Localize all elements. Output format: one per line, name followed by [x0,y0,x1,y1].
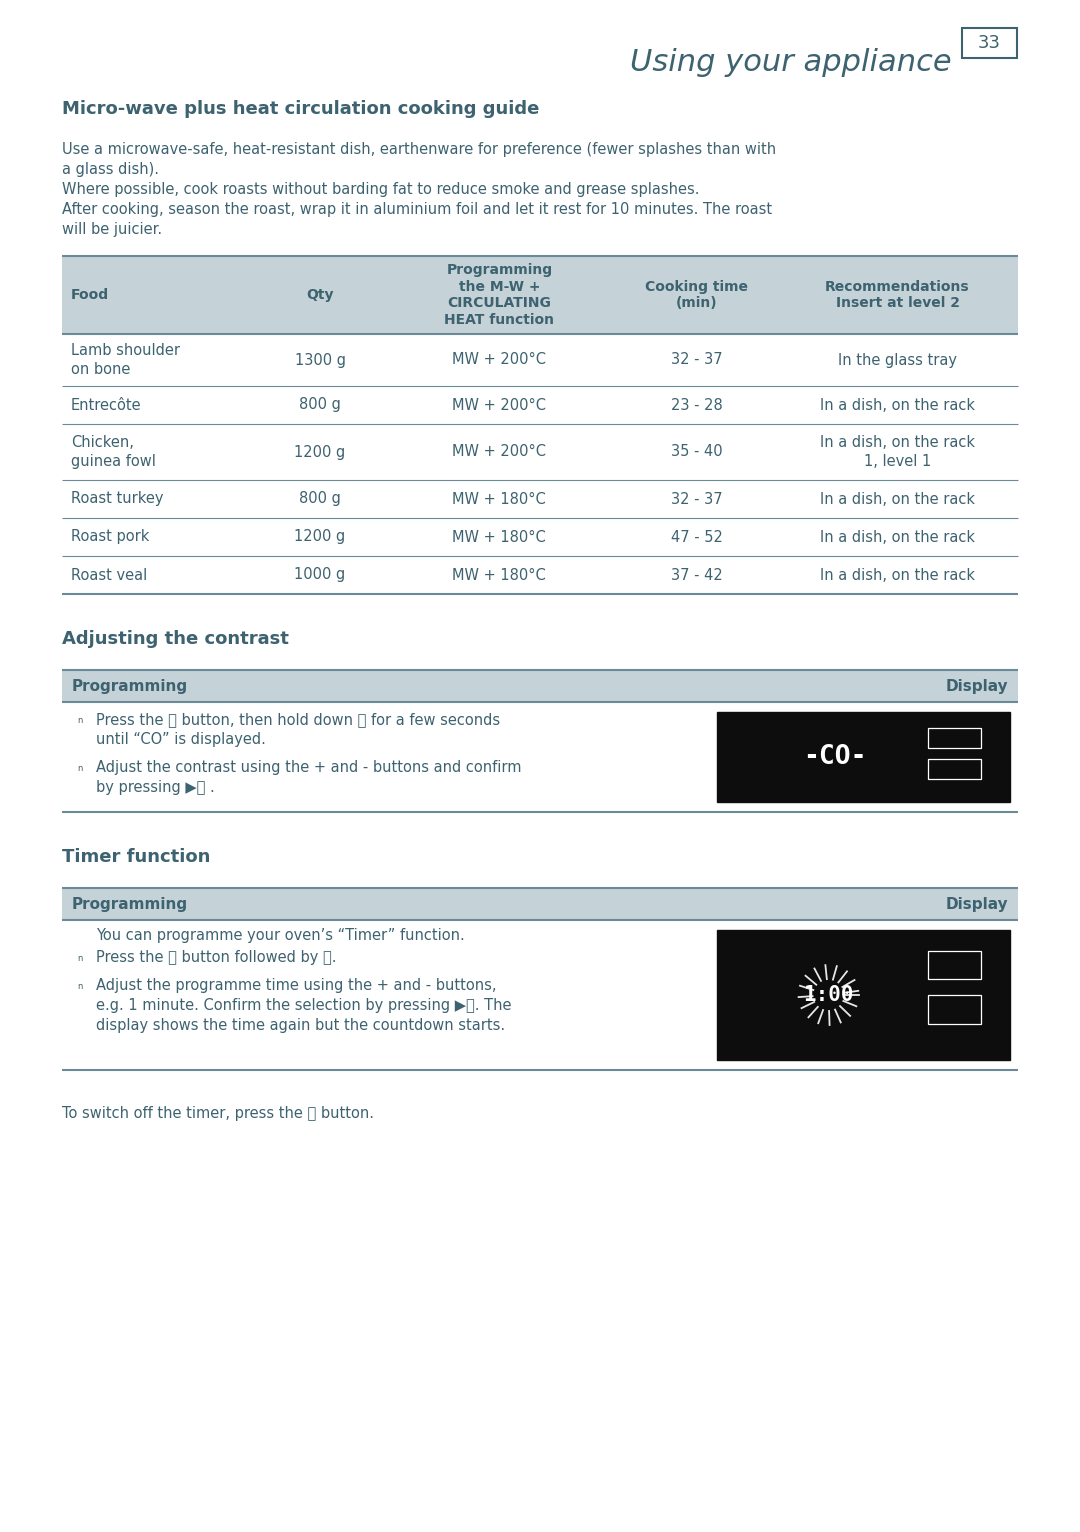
Text: In a dish, on the rack: In a dish, on the rack [820,567,975,582]
Text: In the glass tray: In the glass tray [838,352,957,368]
Text: Adjust the contrast using the + and - buttons and confirm
by pressing ▶⏸ .: Adjust the contrast using the + and - bu… [96,760,522,795]
Text: Roast turkey: Roast turkey [71,492,163,507]
Text: Recommendations
Insert at level 2: Recommendations Insert at level 2 [825,280,970,311]
Text: a glass dish).: a glass dish). [62,162,159,178]
Text: MW + 200°C: MW + 200°C [453,352,546,368]
Bar [62,256,1018,334]
Bar [928,728,981,748]
Text: Qty: Qty [307,288,334,302]
Text: 37 - 42: 37 - 42 [671,567,723,582]
Bar [717,930,1010,1060]
Bar [62,889,1018,921]
Text: In a dish, on the rack: In a dish, on the rack [820,530,975,544]
Text: MW + 180°C: MW + 180°C [453,530,546,544]
Text: Programming: Programming [72,896,188,912]
Text: 33: 33 [978,34,1001,52]
Text: 1:00: 1:00 [804,985,854,1005]
Text: In a dish, on the rack
1, level 1: In a dish, on the rack 1, level 1 [820,435,975,469]
Bar [928,758,981,778]
Text: 23 - 28: 23 - 28 [671,397,723,412]
Text: Press the ⓘ button, then hold down ⏲ for a few seconds
until “CO” is displayed.: Press the ⓘ button, then hold down ⏲ for… [96,712,500,746]
Text: 47 - 52: 47 - 52 [671,530,723,544]
Text: After cooking, season the roast, wrap it in aluminium foil and let it rest for 1: After cooking, season the roast, wrap it… [62,202,772,218]
Text: Display: Display [945,679,1008,694]
Text: Food: Food [71,288,109,302]
Text: You can programme your oven’s “Timer” function.: You can programme your oven’s “Timer” fu… [96,928,464,944]
Text: Display: Display [945,896,1008,912]
Text: 1200 g: 1200 g [295,530,346,544]
Text: Press the ⓘ button followed by ⏲.: Press the ⓘ button followed by ⏲. [96,950,337,965]
Bar [928,951,981,979]
Text: 35 - 40: 35 - 40 [671,444,723,460]
Text: Lamb shoulder
on bone: Lamb shoulder on bone [71,343,180,377]
Text: 1000 g: 1000 g [295,567,346,582]
Text: Use a microwave-safe, heat-resistant dish, earthenware for preference (fewer spl: Use a microwave-safe, heat-resistant dis… [62,142,777,156]
Text: Where possible, cook roasts without barding fat to reduce smoke and grease splas: Where possible, cook roasts without bard… [62,182,700,198]
Text: Adjusting the contrast: Adjusting the contrast [62,630,288,648]
Text: MW + 180°C: MW + 180°C [453,492,546,507]
Text: Adjust the programme time using the + and - buttons,
e.g. 1 minute. Confirm the : Adjust the programme time using the + an… [96,977,512,1033]
Text: Programming
the M-W +
CIRCULATING
HEAT function: Programming the M-W + CIRCULATING HEAT f… [444,264,554,328]
Text: will be juicier.: will be juicier. [62,222,162,237]
Text: 800 g: 800 g [299,397,341,412]
Text: MW + 200°C: MW + 200°C [453,397,546,412]
Text: 1300 g: 1300 g [295,352,346,368]
Bar [928,994,981,1023]
Text: Programming: Programming [72,679,188,694]
Bar [962,28,1017,58]
Text: In a dish, on the rack: In a dish, on the rack [820,492,975,507]
Text: Cooking time
(min): Cooking time (min) [645,280,748,311]
Text: -CO-: -CO- [802,745,866,771]
Text: n: n [78,715,83,725]
Text: n: n [78,982,83,991]
Text: n: n [78,764,83,774]
Text: To switch off the timer, press the ⓘ button.: To switch off the timer, press the ⓘ but… [62,1106,374,1121]
Text: MW + 180°C: MW + 180°C [453,567,546,582]
Text: Timer function: Timer function [62,849,211,866]
Text: MW + 200°C: MW + 200°C [453,444,546,460]
Text: In a dish, on the rack: In a dish, on the rack [820,397,975,412]
Text: Roast pork: Roast pork [71,530,149,544]
Text: Micro-wave plus heat circulation cooking guide: Micro-wave plus heat circulation cooking… [62,100,539,118]
Text: Entrecôte: Entrecôte [71,397,141,412]
Bar [62,669,1018,702]
Bar [717,712,1010,801]
Text: Using your appliance: Using your appliance [631,47,951,77]
Text: Chicken,
guinea fowl: Chicken, guinea fowl [71,435,156,469]
Text: 32 - 37: 32 - 37 [671,352,723,368]
Text: Roast veal: Roast veal [71,567,147,582]
Text: 800 g: 800 g [299,492,341,507]
Text: n: n [78,954,83,964]
Text: 1200 g: 1200 g [295,444,346,460]
Text: 32 - 37: 32 - 37 [671,492,723,507]
